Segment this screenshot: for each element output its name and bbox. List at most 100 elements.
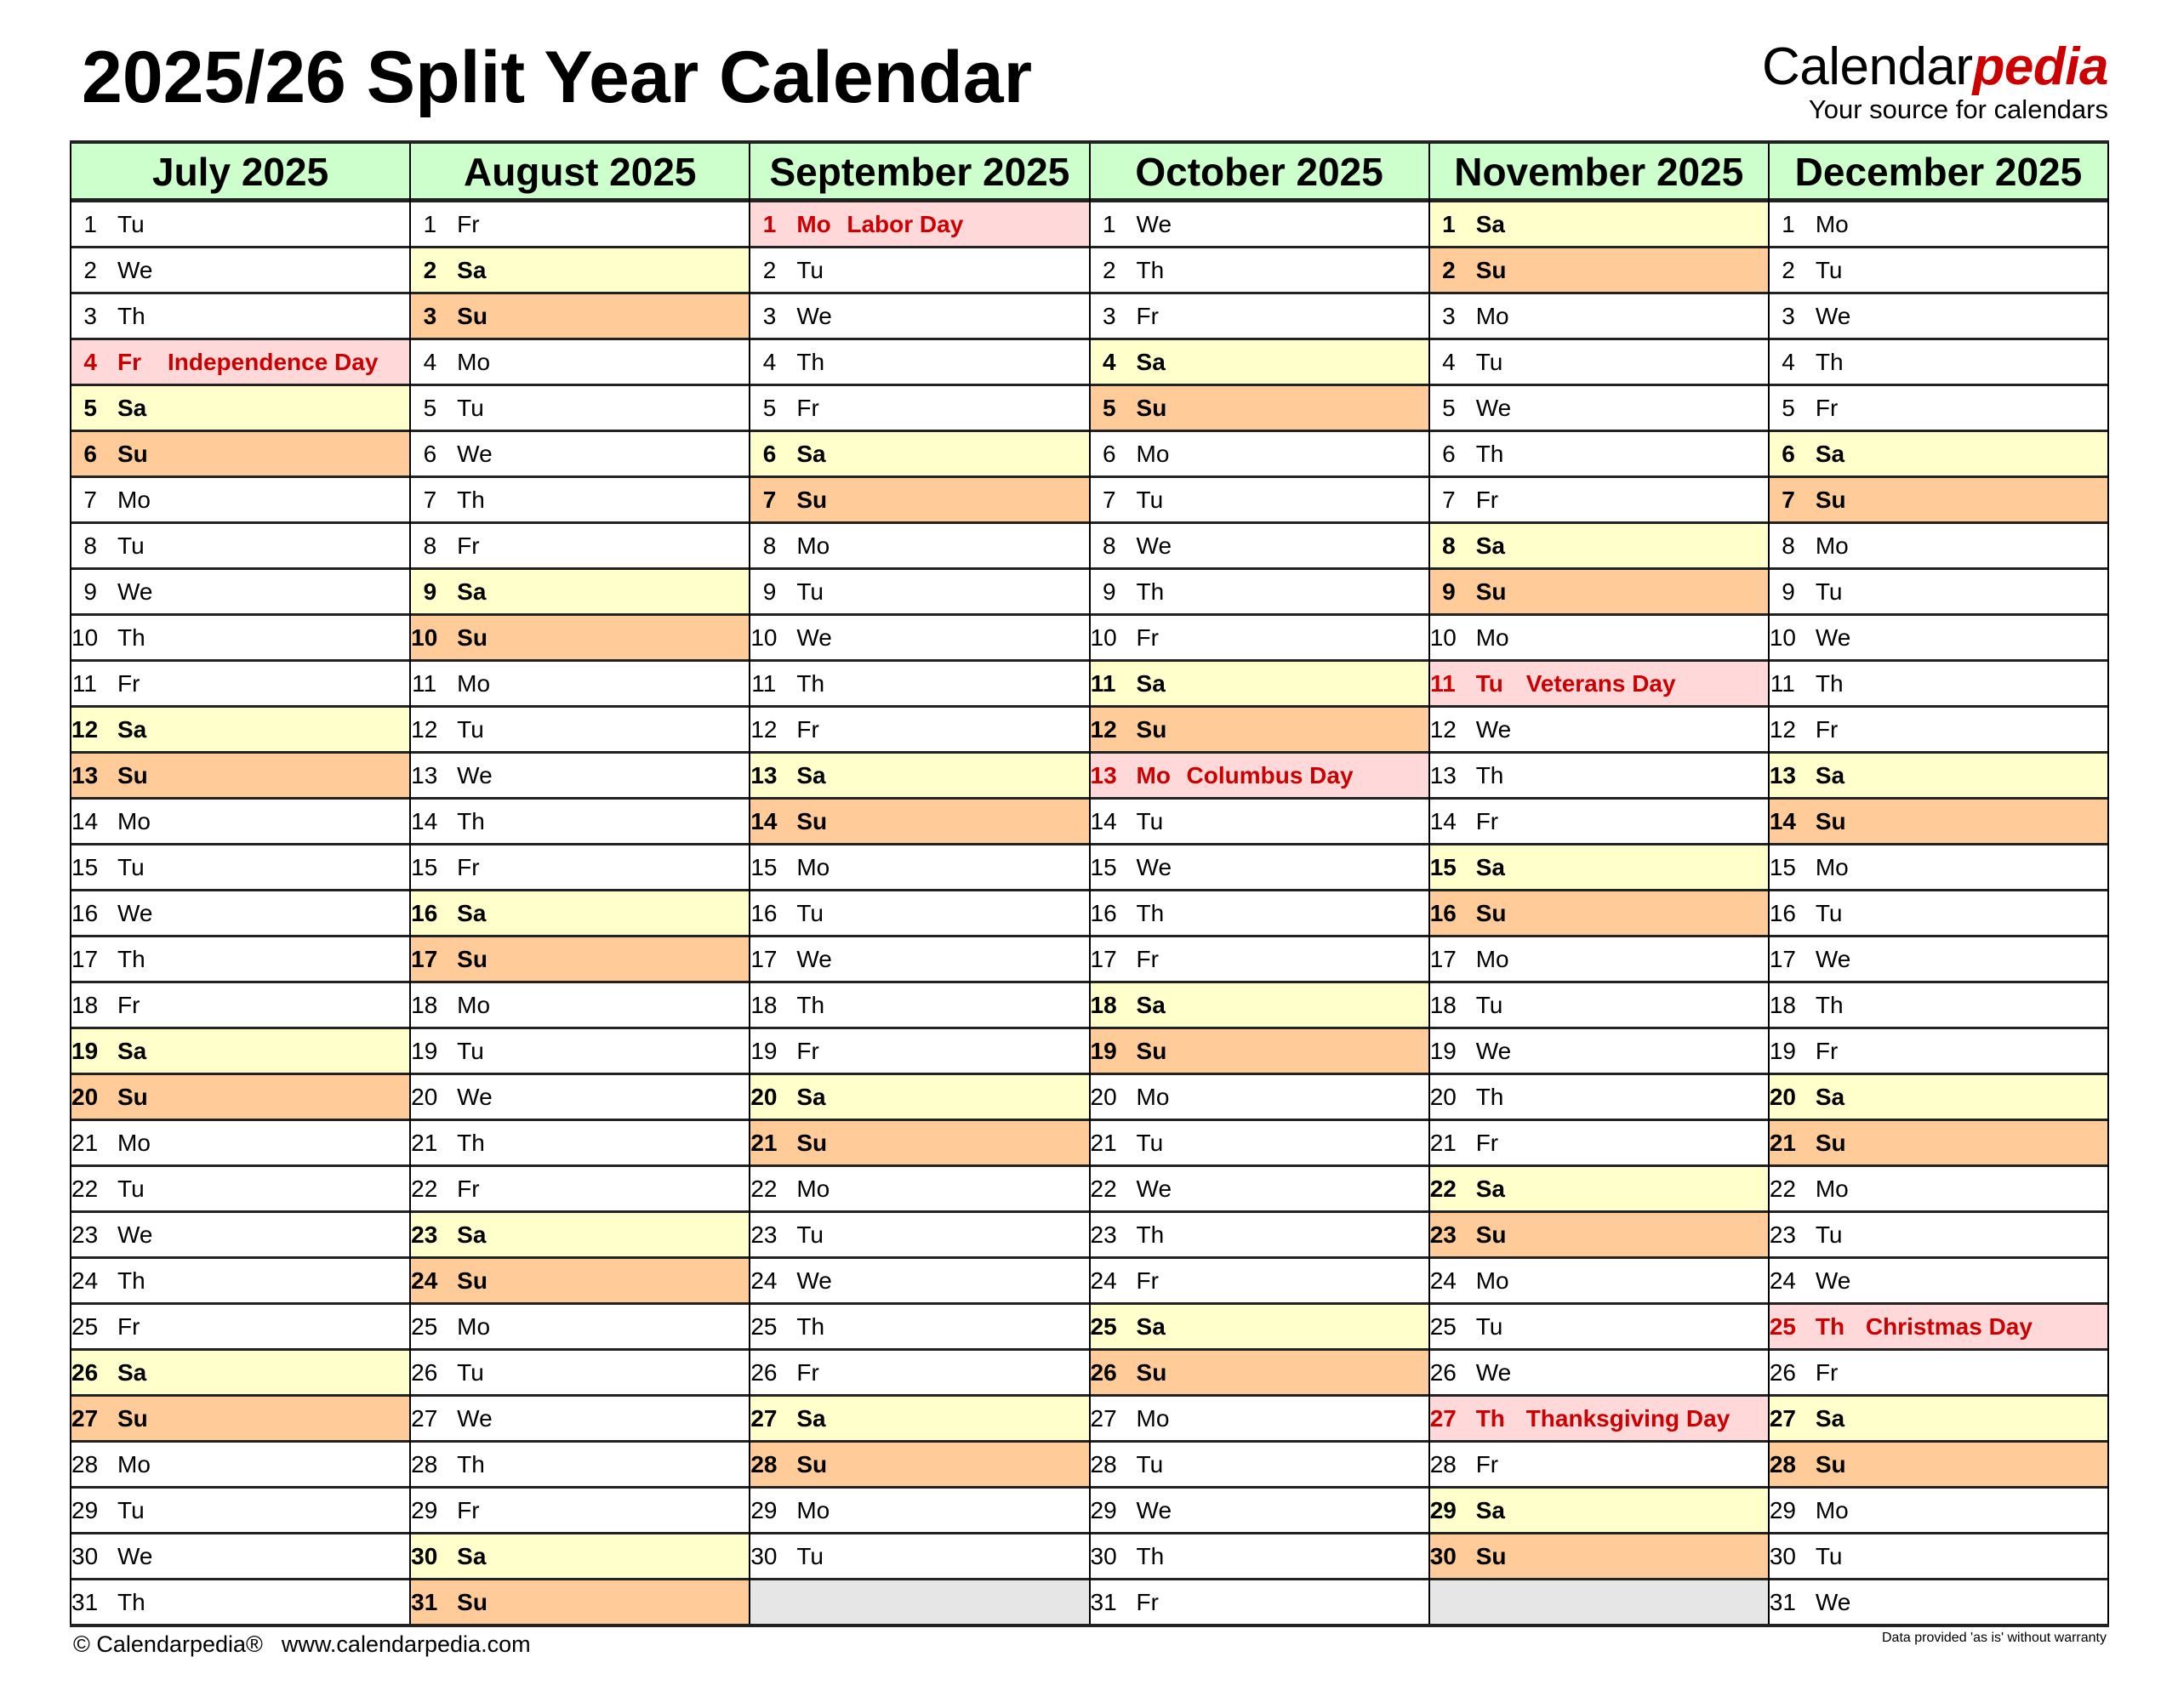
weekday: Fr — [1475, 1450, 1499, 1477]
day-cell: 21 Th — [411, 1121, 750, 1167]
day-cell: 9 Sa — [411, 570, 750, 616]
month-header: September 2025 — [750, 144, 1089, 202]
weekday: Sa — [1136, 348, 1166, 375]
weekday: Fr — [117, 991, 140, 1018]
weekday: Mo — [457, 1312, 491, 1340]
day-cell: 17 Su — [411, 937, 750, 983]
weekday: Mo — [1815, 853, 1849, 880]
day-number: 5 — [1782, 394, 1795, 421]
day-cell: 14 Mo — [71, 800, 410, 845]
weekday: Su — [1475, 1542, 1507, 1569]
day-number: 25 — [71, 1312, 99, 1340]
day-number: 3 — [423, 302, 437, 329]
day-number: 23 — [750, 1221, 778, 1248]
month-header: November 2025 — [1429, 144, 1768, 202]
day-number: 4 — [83, 348, 97, 375]
day-cell: 26 Fr — [750, 1351, 1089, 1397]
footer-url[interactable]: www.calendarpedia.com — [281, 1631, 531, 1657]
day-cell: 18 Tu — [1429, 983, 1768, 1029]
weekday: Tu — [457, 715, 484, 743]
day-number: 25 — [1090, 1312, 1117, 1340]
logo-wordmark: Calendarpedia — [1762, 41, 2109, 94]
day-cell: 13 We — [411, 754, 750, 800]
weekday: Fr — [1136, 1588, 1159, 1615]
day-cell: 13 Mo Columbus Day — [1090, 754, 1428, 800]
day-cell: 8 Tu — [71, 524, 410, 570]
day-number: 14 — [1769, 807, 1797, 834]
day-cell: 31 Su — [411, 1580, 750, 1624]
day-cell: 12 Su — [1090, 708, 1428, 754]
day-number: 31 — [1090, 1588, 1117, 1615]
day-cell: 24 Mo — [1429, 1259, 1768, 1305]
day-number: 29 — [411, 1496, 438, 1523]
day-number: 22 — [1429, 1175, 1457, 1202]
day-number: 11 — [71, 669, 97, 697]
weekday: Th — [1475, 1404, 1505, 1432]
logo-tagline: Your source for calendars — [1808, 94, 2108, 124]
day-number: 25 — [411, 1312, 438, 1340]
day-number: 11 — [1430, 669, 1456, 697]
day-cell: 28 Tu — [1090, 1443, 1428, 1489]
weekday: Su — [457, 302, 487, 329]
day-number: 4 — [1102, 348, 1116, 375]
weekday: Su — [1475, 578, 1507, 605]
day-number: 6 — [1782, 440, 1795, 467]
day-cell: 26 We — [1429, 1351, 1768, 1397]
day-cell: 26 Su — [1090, 1351, 1428, 1397]
day-number: 3 — [1442, 302, 1456, 329]
day-cell: 12 Fr — [750, 708, 1089, 754]
day-number: 19 — [1429, 1037, 1457, 1064]
weekday: Th — [117, 1588, 145, 1615]
day-number: 10 — [1090, 623, 1117, 651]
day-cell: 24 Fr — [1090, 1259, 1428, 1305]
day-number: 10 — [1429, 623, 1457, 651]
weekday: Sa — [457, 1542, 487, 1569]
day-cell: 4 Fr Independence Day — [71, 340, 410, 386]
holiday-name: Thanksgiving Day — [1525, 1404, 1730, 1432]
month-column: October 2025 1 We 2 Th 3 Fr 4 Sa 5 Su 6 Mo 7 Tu 8 We 9 Th 1… — [1088, 144, 1428, 1624]
day-cell: 22 We — [1090, 1167, 1428, 1213]
day-cell: 30 Sa — [411, 1534, 750, 1580]
day-number: 4 — [1782, 348, 1795, 375]
weekday: Th — [796, 669, 825, 697]
day-number: 23 — [1090, 1221, 1117, 1248]
day-number: 28 — [411, 1450, 438, 1477]
day-cell: 9 Tu — [1769, 570, 2108, 616]
footer-disclaimer: Data provided 'as is' without warranty — [1881, 1631, 2107, 1645]
weekday: Fr — [796, 715, 819, 743]
day-number: 3 — [83, 302, 97, 329]
day-number: 28 — [1769, 1450, 1797, 1477]
calendarpedia-logo[interactable]: Calendarpedia Your source for calendars — [1762, 41, 2109, 124]
weekday: Sa — [457, 256, 487, 283]
day-number: 21 — [411, 1129, 438, 1156]
weekday: Mo — [117, 1450, 151, 1477]
day-cell: 24 We — [1769, 1259, 2108, 1305]
weekday: We — [117, 1221, 153, 1248]
day-cell: 11 Th — [750, 662, 1089, 708]
day-number: 14 — [411, 807, 438, 834]
weekday: Tu — [457, 1037, 484, 1064]
day-cell: 28 Th — [411, 1443, 750, 1489]
month-column: August 2025 1 Fr 2 Sa 3 Su 4 Mo 5 Tu 6 We 7 Th 8 Fr 9 Sa 10… — [409, 144, 750, 1624]
weekday: Mo — [1815, 1175, 1849, 1202]
day-number: 3 — [1782, 302, 1795, 329]
day-cell: 14 Th — [411, 800, 750, 845]
weekday: Fr — [1815, 715, 1839, 743]
month-column: July 2025 1 Tu 2 We 3 Th 4 Fr Independence Day 5 Sa… — [70, 144, 410, 1624]
day-number: 29 — [1090, 1496, 1117, 1523]
day-number: 11 — [751, 669, 777, 697]
day-cell: 10 We — [750, 616, 1089, 662]
day-number: 29 — [1429, 1496, 1457, 1523]
day-cell: 26 Fr — [1769, 1351, 2108, 1397]
day-cell: 1 Mo — [1769, 202, 2108, 248]
day-cell: 13 Th — [1429, 754, 1768, 800]
day-cell: 28 Su — [750, 1443, 1089, 1489]
day-number: 20 — [1429, 1083, 1457, 1110]
day-cell: 30 Tu — [750, 1534, 1089, 1580]
calendar-grid: July 2025 1 Tu 2 We 3 Th 4 Fr Independence Day 5 Sa… — [70, 140, 2110, 1627]
day-number: 3 — [762, 302, 777, 329]
day-number: 13 — [1769, 761, 1797, 789]
day-cell: 3 We — [1769, 294, 2108, 340]
day-cell: 3 Th — [71, 294, 410, 340]
weekday: We — [1815, 623, 1851, 651]
